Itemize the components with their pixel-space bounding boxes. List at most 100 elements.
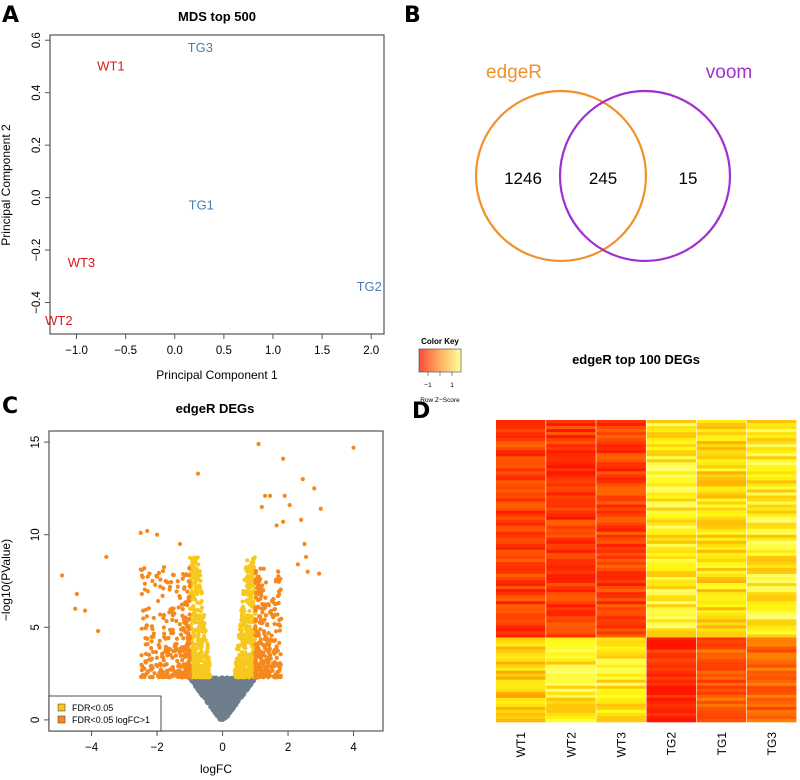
- volcano-point: [196, 571, 201, 576]
- heatmap-cell: [496, 453, 546, 457]
- volcano-point: [276, 589, 282, 594]
- volcano-point: [187, 580, 192, 585]
- heatmap-cell: [696, 549, 747, 554]
- heatmap-cell: [746, 534, 797, 539]
- heatmap-cell: [596, 607, 646, 611]
- heatmap-cell: [746, 450, 797, 454]
- heatmap-cell: [496, 610, 546, 614]
- heatmap-cell: [596, 700, 646, 705]
- heatmap-cell: [596, 519, 646, 523]
- heatmap-cell: [496, 456, 546, 460]
- volcano-point: [180, 576, 185, 581]
- volcano-point: [216, 700, 222, 705]
- heatmap-cell: [696, 628, 747, 632]
- heatmap-cell: [596, 586, 646, 590]
- heatmap-cell: [696, 546, 747, 551]
- x-tick-label: 2.0: [363, 345, 379, 357]
- heatmap-cell: [496, 480, 546, 484]
- heatmap-cell: [696, 634, 747, 638]
- heatmap-cell: [696, 561, 747, 566]
- heatmap-cell: [746, 652, 797, 656]
- heatmap-cell: [596, 561, 646, 566]
- volcano-point: [249, 641, 254, 646]
- heatmap-cell: [496, 670, 546, 674]
- volcano-point: [96, 628, 101, 634]
- heatmap-cell: [546, 447, 596, 451]
- volcano-point: [156, 642, 161, 648]
- venn-label-voom: voom: [706, 62, 752, 83]
- volcano-point: [317, 571, 322, 576]
- heatmap-cell: [696, 462, 747, 466]
- heatmap-cell: [496, 525, 546, 530]
- heatmap-cell: [696, 432, 747, 436]
- heatmap-cell: [696, 640, 747, 644]
- volcano-point: [247, 628, 252, 633]
- y-tick-label: 15: [30, 436, 42, 449]
- heatmap-cell: [696, 667, 747, 671]
- heatmap-cell: [746, 465, 797, 469]
- volcano-point: [195, 600, 200, 605]
- heatmap-cell: [696, 555, 747, 560]
- volcano-point: [195, 577, 200, 582]
- heatmap-cell: [646, 664, 697, 668]
- heatmap-cell: [696, 495, 747, 499]
- volcano-point: [160, 593, 165, 598]
- heatmap-cell: [696, 564, 747, 569]
- volcano-legend: FDR<0.05 FDR<0.05 logFC>1: [48, 695, 162, 732]
- heatmap-cell: [496, 706, 546, 711]
- heatmap-cell: [696, 718, 747, 723]
- heatmap-cell: [696, 504, 747, 508]
- heatmap-cell: [696, 441, 747, 445]
- heatmap-cell: [696, 691, 747, 696]
- heatmap-cell: [496, 486, 546, 490]
- venn-circle-voom: [558, 89, 732, 263]
- heatmap-cell: [596, 543, 646, 548]
- heatmap-cell: [596, 480, 646, 484]
- volcano-point: [203, 628, 208, 633]
- volcano-point: [262, 637, 268, 642]
- heatmap-cell: [596, 495, 646, 499]
- heatmap-cell: [746, 435, 797, 439]
- volcano-point: [183, 672, 189, 678]
- heatmap-cell: [596, 549, 646, 554]
- venn-label-edger: edgeR: [486, 62, 542, 83]
- volcano-point: [207, 674, 213, 679]
- heatmap-cell: [696, 558, 747, 563]
- heatmap-cell: [746, 613, 797, 617]
- color-key-tick-label: −1: [424, 382, 432, 389]
- volcano-point: [142, 587, 147, 592]
- volcano-point: [276, 574, 281, 579]
- heatmap-cell: [596, 712, 646, 717]
- volcano-point: [174, 589, 179, 594]
- heatmap-cell: [546, 607, 596, 611]
- heatmap-cell: [546, 510, 596, 514]
- volcano-point: [175, 671, 180, 676]
- heatmap-cell: [546, 652, 596, 656]
- volcano-point: [240, 650, 245, 655]
- heatmap-cell: [696, 492, 747, 496]
- heatmap-cell: [496, 423, 546, 427]
- volcano-point: [266, 650, 271, 655]
- volcano-point: [158, 612, 163, 617]
- heatmap-cell: [696, 622, 747, 626]
- volcano-point: [277, 640, 282, 646]
- heatmap-cell: [596, 474, 646, 478]
- heatmap-cell: [646, 513, 697, 517]
- heatmap-cell: [696, 583, 747, 587]
- volcano-point: [250, 656, 255, 661]
- volcano-point: [192, 617, 197, 622]
- heatmap-cell: [596, 598, 646, 602]
- volcano-point: [179, 602, 185, 607]
- heatmap-cell: [496, 691, 546, 696]
- volcano-point: [248, 596, 253, 601]
- volcano-point: [173, 653, 178, 658]
- heatmap-cell: [496, 447, 546, 451]
- volcano-point: [165, 653, 170, 658]
- heatmap-cell: [596, 489, 646, 493]
- heatmap-cell: [696, 652, 747, 656]
- volcano-point: [175, 579, 180, 584]
- heatmap-cell: [496, 519, 546, 523]
- heatmap-cell: [496, 679, 546, 684]
- heatmap-cell: [546, 694, 596, 699]
- panel-label-b: B: [404, 3, 421, 28]
